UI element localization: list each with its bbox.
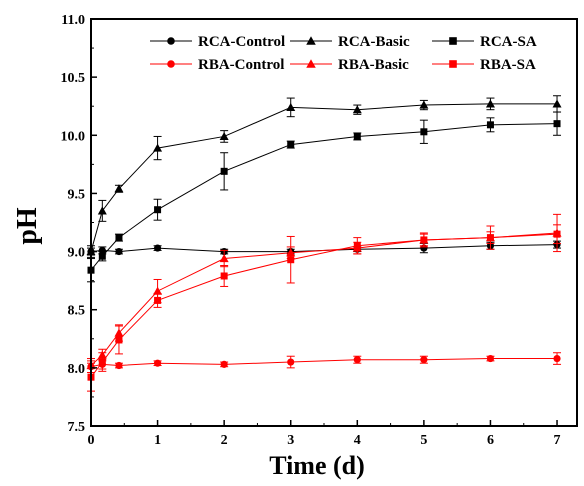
- data-point: [287, 256, 295, 264]
- x-tick-label: 0: [88, 433, 95, 448]
- data-point: [419, 100, 429, 109]
- legend: RCA-Control RCA-Basic RCA-SA RBA-Control RBA…: [150, 34, 537, 73]
- x-axis-title: Time (d): [269, 451, 365, 480]
- data-point: [154, 206, 162, 214]
- data-point: [219, 254, 229, 263]
- x-tick-label: 2: [221, 433, 228, 448]
- x-tick-label: 5: [420, 433, 427, 448]
- legend-marker: [449, 37, 457, 45]
- data-point: [115, 234, 123, 242]
- series-line: [90, 233, 558, 378]
- data-point: [486, 234, 494, 242]
- legend-marker: [306, 59, 316, 68]
- x-tick-label: 7: [554, 433, 561, 448]
- series-rca-basic: [86, 95, 562, 258]
- data-point: [553, 230, 561, 238]
- legend-item-rca-basic: RCA-Basic: [290, 34, 410, 50]
- data-point: [553, 120, 561, 128]
- data-point: [287, 358, 295, 366]
- data-point: [486, 354, 495, 363]
- data-point: [153, 143, 163, 152]
- data-point: [153, 244, 162, 252]
- series-line: [90, 123, 558, 271]
- legend-label: RBA-Control: [198, 57, 284, 73]
- x-tick-label: 1: [154, 433, 161, 448]
- data-point: [420, 356, 428, 364]
- series-rba-control: [87, 352, 562, 374]
- x-tick-label: 4: [354, 433, 361, 448]
- series-line: [90, 103, 558, 252]
- plot-frame: [90, 18, 578, 427]
- data-point: [553, 354, 561, 363]
- series-line: [90, 358, 558, 368]
- data-point: [420, 236, 428, 244]
- axes: 0 1 2 3 4 5 6 7 7.5 8.0 8.5 9.0 9.5 10.0 10.5 11.0: [61, 13, 578, 448]
- y-tick-label: 10.0: [61, 129, 86, 144]
- data-point: [220, 167, 228, 175]
- plot-area: [86, 95, 562, 392]
- data-point: [98, 358, 106, 366]
- y-tick-label: 11.0: [61, 13, 85, 28]
- data-point: [353, 242, 361, 250]
- data-point: [98, 252, 106, 260]
- legend-label: RCA-SA: [480, 34, 537, 50]
- y-tick-label: 9.0: [68, 246, 86, 261]
- legend-marker: [449, 60, 457, 68]
- data-point: [352, 105, 362, 114]
- legend-item-rba-control: RBA-Control: [150, 57, 284, 73]
- data-point: [115, 336, 123, 344]
- y-tick-label: 10.5: [61, 71, 86, 86]
- data-point: [98, 246, 106, 255]
- y-tick-label: 8.5: [68, 304, 86, 319]
- legend-label: RBA-Basic: [338, 57, 409, 73]
- legend-marker: [167, 37, 175, 45]
- legend-item-rca-sa: RCA-SA: [432, 34, 537, 50]
- y-tick-label: 7.5: [68, 420, 86, 435]
- legend-item-rca-control: RCA-Control: [150, 34, 285, 50]
- y-tick-label: 9.5: [68, 187, 86, 202]
- x-tick-label: 3: [287, 433, 294, 448]
- data-point: [353, 132, 361, 140]
- x-tick-label: 6: [487, 433, 494, 448]
- series-rca-sa: [87, 111, 562, 283]
- data-point: [287, 141, 295, 149]
- data-point: [220, 360, 228, 368]
- data-point: [486, 121, 494, 129]
- y-axis-title: pH: [12, 207, 43, 245]
- data-point: [153, 359, 162, 367]
- data-point: [153, 286, 163, 295]
- data-point: [97, 206, 107, 215]
- legend-label: RBA-SA: [480, 57, 536, 73]
- data-point: [420, 244, 428, 252]
- legend-item-rba-sa: RBA-SA: [432, 57, 536, 73]
- legend-label: RCA-Control: [198, 34, 285, 50]
- data-point: [115, 361, 123, 370]
- series-line: [90, 244, 558, 253]
- data-point: [420, 128, 428, 136]
- legend-marker: [306, 36, 316, 45]
- data-point: [115, 247, 123, 256]
- legend-item-rba-basic: RBA-Basic: [290, 57, 409, 73]
- data-point: [219, 131, 229, 141]
- data-point: [353, 356, 361, 364]
- data-point: [154, 296, 162, 304]
- y-tick-label: 8.0: [68, 362, 86, 377]
- data-point: [114, 184, 124, 193]
- data-point: [552, 99, 562, 108]
- data-point: [220, 272, 228, 280]
- legend-label: RCA-Basic: [338, 34, 410, 50]
- data-point: [286, 102, 296, 111]
- data-point: [485, 99, 495, 108]
- legend-marker: [167, 60, 175, 68]
